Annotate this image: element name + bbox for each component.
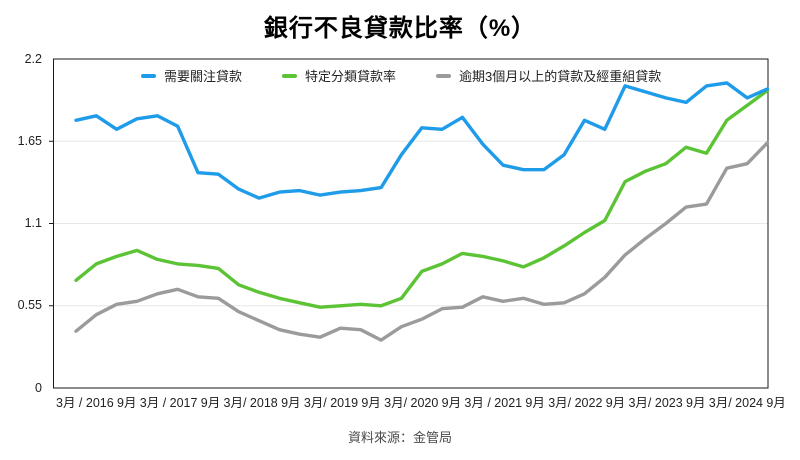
x-axis-label: 3月/ 2023 xyxy=(628,396,683,410)
legend-item-overdue: 逾期3個月以上的貸款及經重組貸款 xyxy=(436,66,661,85)
x-axis-label: 9月 xyxy=(686,396,706,410)
x-axis-label: 3月/ 2022 xyxy=(548,396,603,410)
x-axis-label: 3月/ 2024 xyxy=(708,396,763,410)
legend-item-special-mention: 需要關注貸款 xyxy=(141,66,242,85)
y-axis-label: 2.2 xyxy=(24,51,42,66)
overdue-restructured-line xyxy=(74,140,770,342)
y-axis-label: 1.65 xyxy=(17,133,42,148)
legend-item-classified: 特定分類貸款率 xyxy=(282,66,396,85)
x-axis-label: 9月 xyxy=(200,396,221,410)
legend-label: 需要關注貸款 xyxy=(164,69,243,84)
y-axis-label: 0 xyxy=(35,380,42,395)
gray-line-swatch-icon xyxy=(436,73,452,78)
x-axis-label: 9月 xyxy=(605,396,626,410)
y-axis-labels: 2.2 1.65 1.1 0.55 0 xyxy=(0,0,42,460)
y-axis-ticks xyxy=(49,140,54,307)
x-axis-label: 3月/ 2018 xyxy=(223,396,278,410)
blue-line-swatch-icon xyxy=(141,73,156,78)
x-axis-label: 3月/ 2020 xyxy=(384,396,439,410)
x-axis-label: 9月 xyxy=(117,396,137,410)
x-axis-label: 9月 xyxy=(281,396,301,410)
x-axis-label: 3月 / 2016 xyxy=(56,396,114,410)
x-axis-label: 3月 / 2021 xyxy=(464,396,523,410)
green-line-swatch-icon xyxy=(282,73,298,78)
legend: 需要關注貸款 特定分類貸款率 逾期3個月以上的貸款及經重組貸款 xyxy=(141,66,661,85)
x-axis-label: 3月/ 2019 xyxy=(303,396,359,410)
legend-label: 逾期3個月以上的貸款及經重組貸款 xyxy=(459,69,662,84)
classified-loans-line xyxy=(74,88,770,309)
y-axis-label: 0.55 xyxy=(17,298,42,313)
x-axis-label: 9月 xyxy=(525,396,545,410)
y-axis-label: 1.1 xyxy=(24,216,42,230)
legend-label: 特定分類貸款率 xyxy=(305,69,397,84)
x-axis-label: 9月 xyxy=(361,396,381,410)
page-title: 銀行不良貸款比率（%） xyxy=(263,15,537,42)
x-axis-label: 9月 xyxy=(441,396,462,410)
special-mention-line xyxy=(74,81,770,200)
x-axis-labels: 3月 / 2016 9月 3月 / 2017 9月 3月/ 2018 9月 3月/ 2019… xyxy=(56,392,786,411)
plot-border xyxy=(53,58,769,389)
x-axis-label: 3月 / 2017 xyxy=(139,396,198,410)
x-axis-label: 9月 xyxy=(766,396,786,410)
source-note: 資料來源：金管局 xyxy=(347,430,452,445)
